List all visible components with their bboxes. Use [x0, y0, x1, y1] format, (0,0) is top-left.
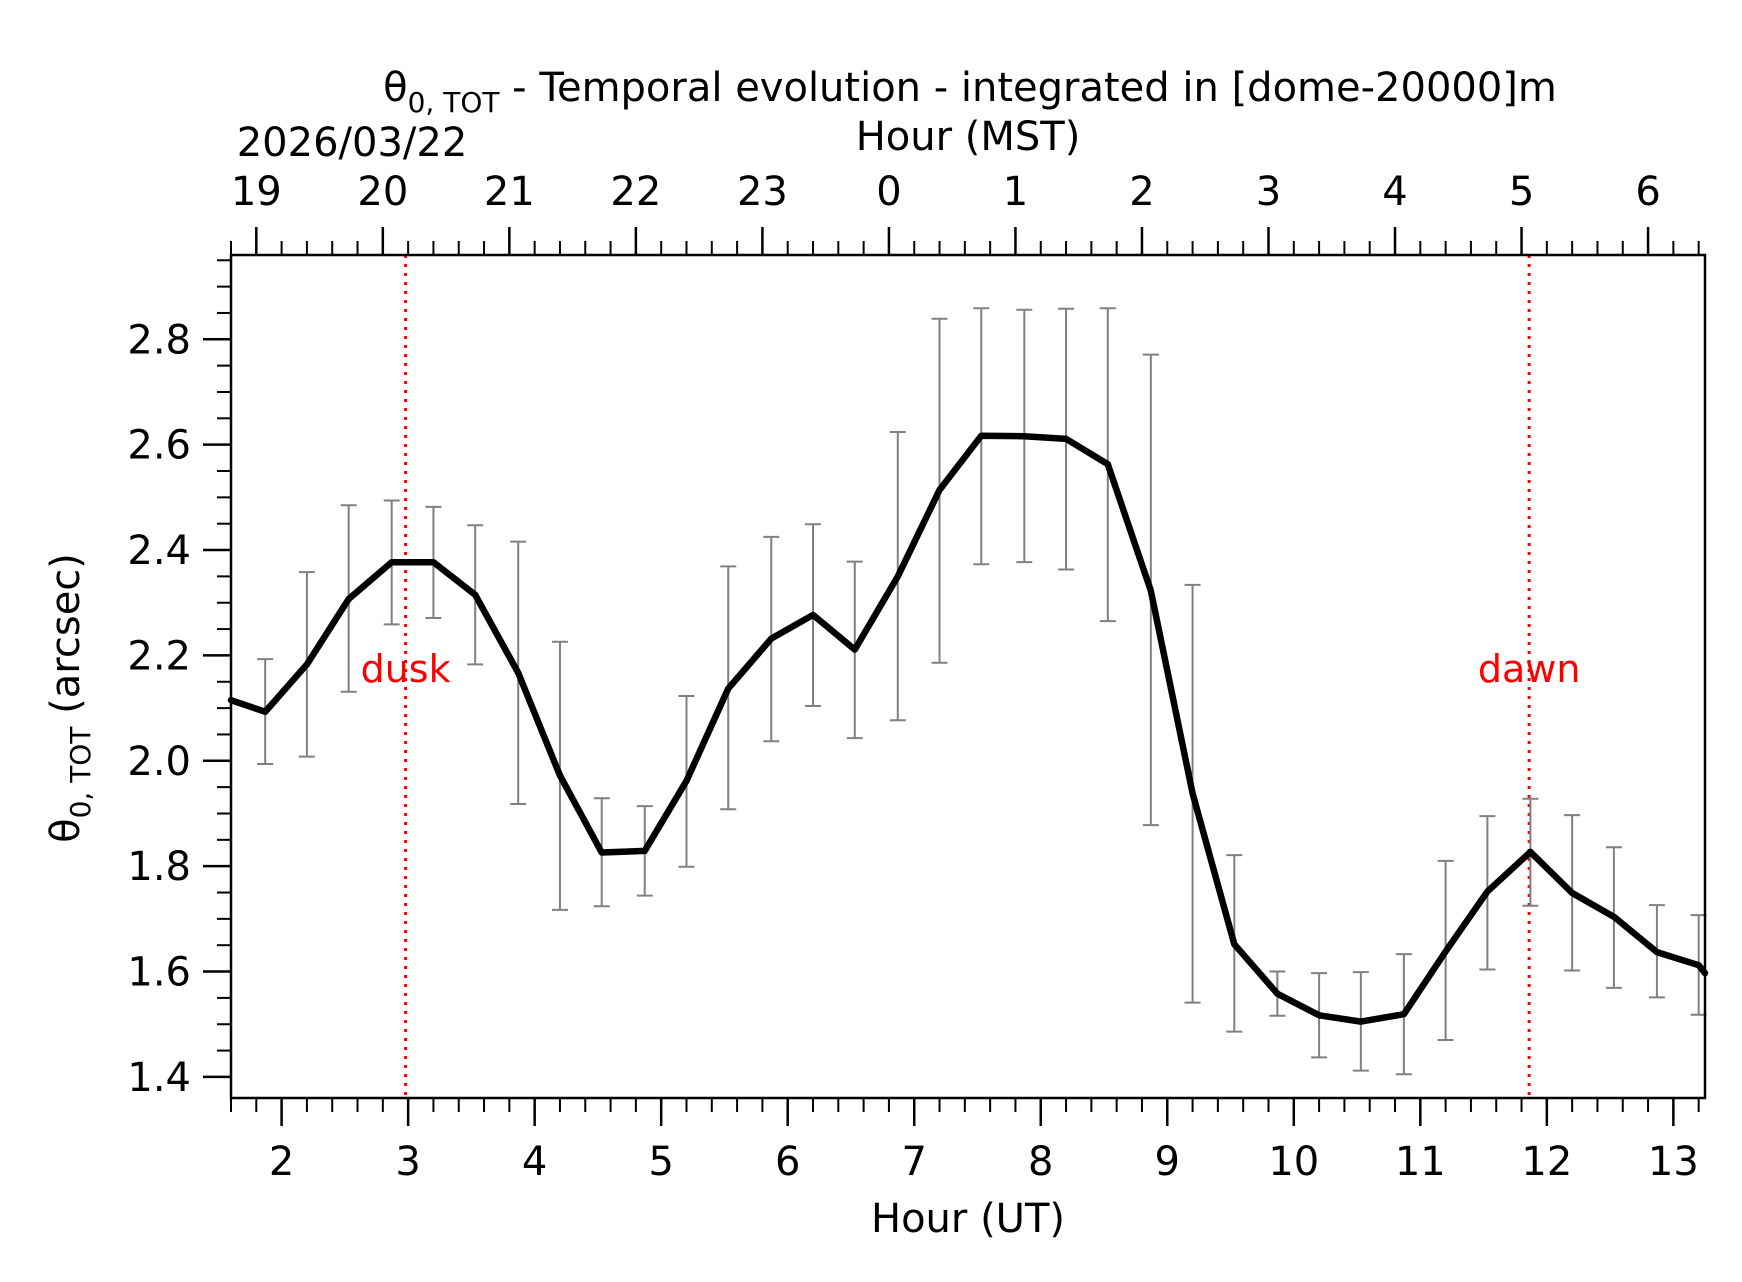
y-tick-label: 2.6 [127, 423, 191, 469]
y-axis-label: θ0, TOT (arcsec) [43, 553, 97, 843]
x2-tick-label: 2 [1129, 169, 1154, 215]
x-tick-label: 11 [1395, 1139, 1446, 1185]
x-tick-label: 13 [1648, 1139, 1699, 1185]
x-tick-label: 8 [1028, 1139, 1053, 1185]
x-axis-label: Hour (UT) [871, 1196, 1065, 1242]
y-tick-label: 2.8 [127, 317, 191, 363]
series-line-theta0_TOT [227, 432, 1709, 1025]
x-tick-label: 6 [775, 1139, 800, 1185]
x2-tick-label: 1 [1003, 169, 1028, 215]
x-tick-label: 5 [648, 1139, 673, 1185]
y-tick-label: 1.8 [127, 844, 191, 890]
x2-tick-label: 22 [610, 169, 661, 215]
y-axis-ticks: 1.4 1.6 1.8 2.0 2.2 2.4 2.6 2.8 [127, 259, 231, 1101]
x2-tick-label: 21 [484, 169, 535, 215]
y-tick-label: 1.6 [127, 950, 191, 996]
x2-tick-label: 5 [1509, 169, 1534, 215]
series-lines [227, 432, 1709, 1025]
event-markers: dusk dawn [361, 255, 1581, 1098]
plot-frame [229, 253, 1707, 1100]
y-tick-label: 2.2 [127, 633, 191, 679]
x2-tick-label: 6 [1635, 169, 1660, 215]
x-tick-label: 10 [1268, 1139, 1319, 1185]
y-tick-label: 2.0 [127, 739, 191, 785]
x2-tick-label: 19 [231, 169, 282, 215]
top-axis-label: Hour (MST) [856, 114, 1081, 160]
x2-tick-label: 23 [737, 169, 788, 215]
x-tick-label: 9 [1155, 1139, 1180, 1185]
top-axis-ticks: 19 20 21 22 23 0 1 2 3 4 5 6 [230, 169, 1700, 255]
y-tick-label: 2.4 [127, 528, 191, 574]
x-tick-label: 12 [1521, 1139, 1572, 1185]
x-tick-label: 3 [395, 1139, 420, 1185]
date-label: 2026/03/22 [237, 120, 468, 166]
x2-tick-label: 20 [357, 169, 408, 215]
x-tick-label: 2 [269, 1139, 294, 1185]
x-tick-label: 7 [902, 1139, 927, 1185]
marker-label-dawn: dawn [1478, 647, 1581, 691]
marker-label-dusk: dusk [361, 647, 451, 691]
y-tick-label: 1.4 [127, 1055, 191, 1101]
x2-tick-label: 0 [876, 169, 901, 215]
x-axis-ticks: 2 3 4 5 6 7 8 9 10 11 12 13 [230, 1098, 1700, 1185]
x2-tick-label: 3 [1256, 169, 1281, 215]
x-tick-label: 4 [522, 1139, 547, 1185]
x2-tick-label: 4 [1382, 169, 1407, 215]
chart-title: θ0, TOT - Temporal evolution - integrate… [383, 65, 1557, 119]
